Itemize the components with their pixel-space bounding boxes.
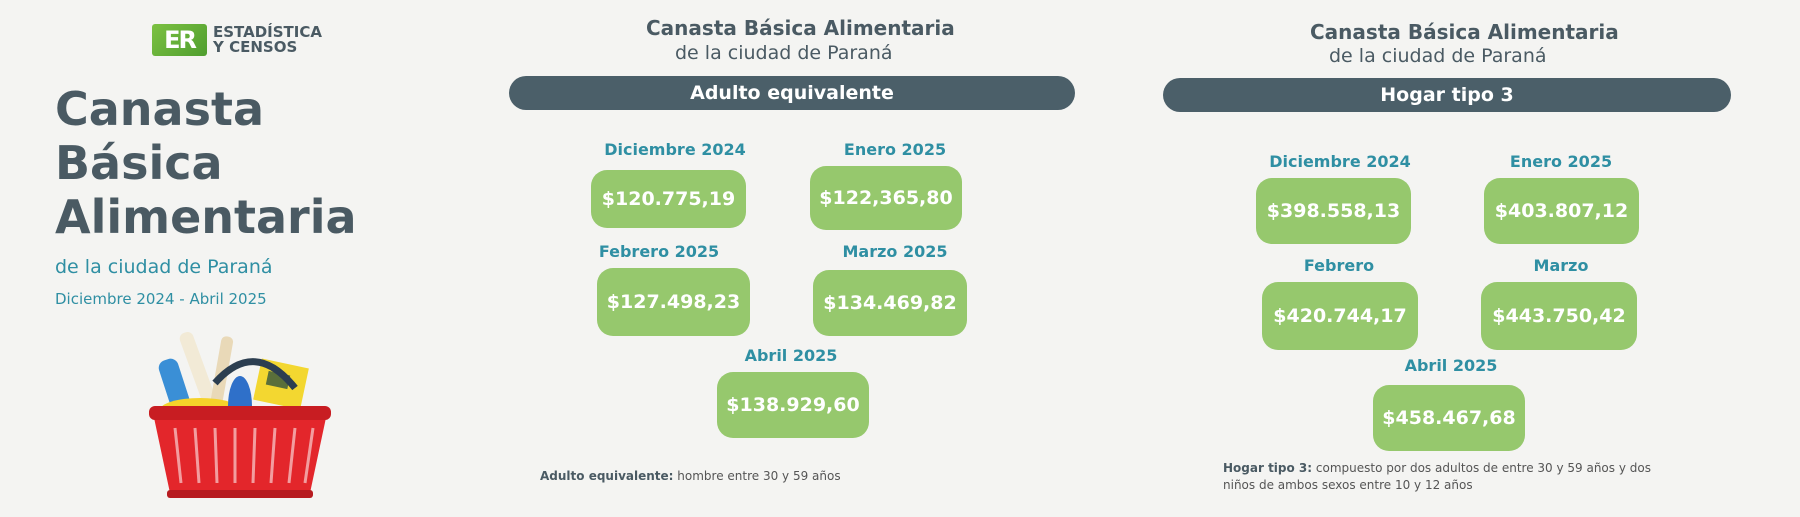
adulto-value-abr: $138.929,60 — [717, 372, 869, 438]
adulto-pill: Adulto equivalente — [509, 76, 1075, 110]
adulto-label-mar: Marzo 2025 — [842, 242, 948, 261]
adulto-subheading: de la ciudad de Paraná — [675, 42, 893, 64]
adulto-label-abr: Abril 2025 — [744, 346, 838, 365]
title-line3: Alimentaria — [55, 190, 357, 244]
brand-line1: ESTADÍSTICA — [213, 23, 322, 41]
hogar-note-text: compuesto por dos adultos de entre 30 y … — [1223, 461, 1651, 492]
hogar-note-label: Hogar tipo 3: — [1223, 461, 1313, 475]
hogar-label-mar: Marzo — [1533, 256, 1589, 275]
hogar-label-ene: Enero 2025 — [1509, 152, 1613, 171]
adulto-value-feb: $127.498,23 — [597, 268, 750, 336]
period-label: Diciembre 2024 - Abril 2025 — [55, 290, 267, 308]
adulto-label-ene: Enero 2025 — [843, 140, 947, 159]
brand: ER ESTADÍSTICA Y CENSOS — [152, 24, 322, 56]
adulto-label-dic: Diciembre 2024 — [604, 140, 746, 159]
hogar-value-abr: $458.467,68 — [1373, 385, 1525, 451]
adulto-value-mar: $134.469,82 — [813, 270, 967, 336]
adulto-note-label: Adulto equivalente: — [540, 469, 674, 483]
hogar-pill: Hogar tipo 3 — [1163, 78, 1731, 112]
adulto-note: Adulto equivalente: hombre entre 30 y 59… — [540, 468, 960, 485]
er-logo-icon: ER — [152, 24, 207, 56]
adulto-heading: Canasta Básica Alimentaria — [646, 16, 955, 40]
adulto-value-ene: $122,365,80 — [810, 166, 962, 230]
title-line2: Básica — [55, 136, 223, 190]
hogar-label-dic: Diciembre 2024 — [1269, 152, 1411, 171]
hogar-value-feb: $420.744,17 — [1262, 282, 1418, 350]
hogar-heading: Canasta Básica Alimentaria — [1310, 20, 1619, 44]
hogar-note: Hogar tipo 3: compuesto por dos adultos … — [1223, 460, 1663, 494]
title-line1: Canasta — [55, 82, 264, 136]
hogar-label-abr: Abril 2025 — [1404, 356, 1498, 375]
brand-line2: Y CENSOS — [213, 38, 298, 56]
hogar-value-mar: $443.750,42 — [1481, 282, 1637, 350]
shopping-basket-icon — [149, 332, 331, 498]
adulto-label-feb: Febrero 2025 — [598, 242, 720, 261]
page-title: Canasta Básica Alimentaria — [55, 82, 385, 244]
hogar-value-dic: $398.558,13 — [1256, 178, 1411, 244]
hogar-subheading: de la ciudad de Paraná — [1329, 45, 1547, 67]
adulto-note-text: hombre entre 30 y 59 años — [673, 469, 841, 483]
page-subtitle: de la ciudad de Paraná — [55, 256, 273, 278]
brand-name: ESTADÍSTICA Y CENSOS — [213, 25, 322, 55]
hogar-value-ene: $403.807,12 — [1484, 178, 1639, 244]
hogar-label-feb: Febrero — [1303, 256, 1375, 275]
adulto-value-dic: $120.775,19 — [591, 170, 746, 228]
